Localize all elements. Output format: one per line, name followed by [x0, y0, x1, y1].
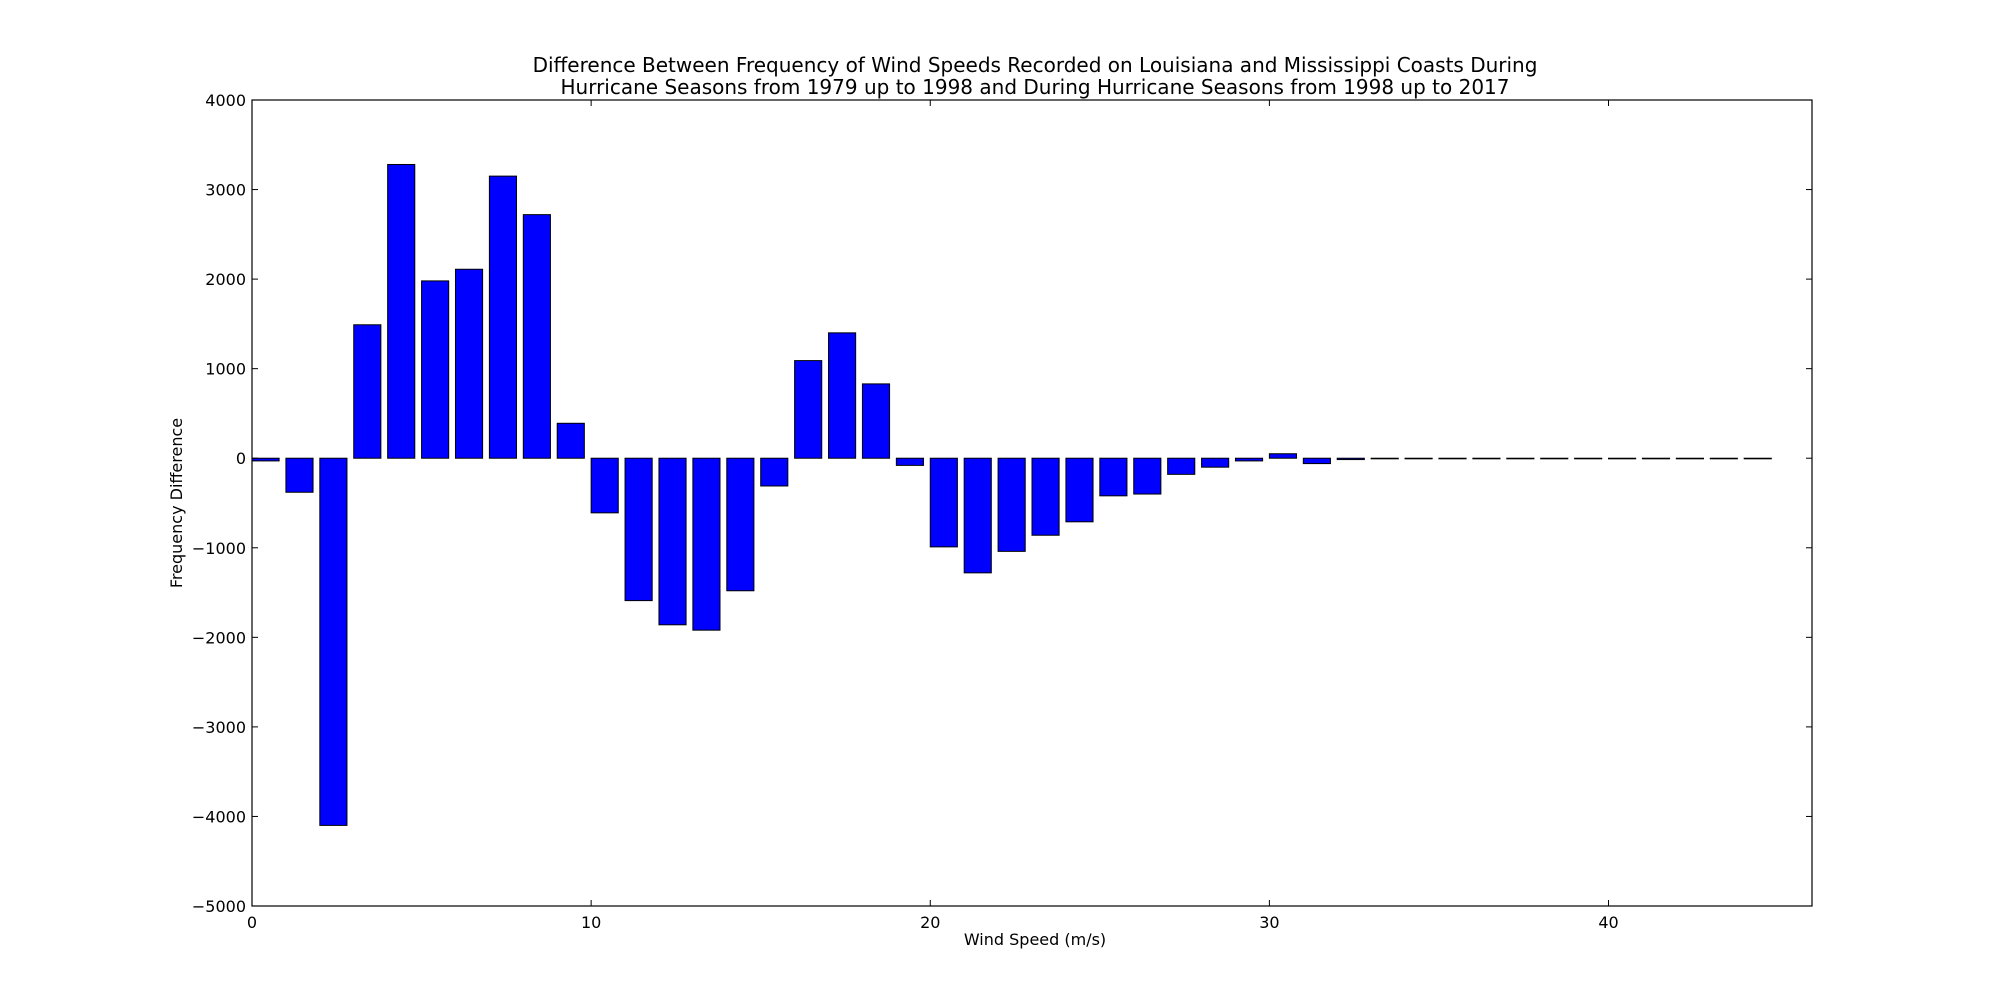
bar-22 [997, 457, 1026, 552]
bar-17 [828, 332, 857, 459]
x-axis-ticks: 0 10 20 30 40 [247, 100, 1619, 932]
bar-42 [1675, 457, 1704, 460]
bar-9 [556, 422, 585, 459]
bar-41 [1641, 457, 1671, 460]
y-tick-label--3000: −3000 [192, 718, 246, 737]
bar-8 [522, 214, 551, 459]
y-tick-label-1000: 1000 [205, 360, 246, 379]
bar-6 [454, 268, 484, 459]
x-tick-label-0: 0 [247, 913, 257, 932]
x-axis-label: Wind Speed (m/s) [964, 930, 1106, 949]
y-tick-label--2000: −2000 [192, 628, 246, 647]
bar-13 [692, 457, 721, 631]
bar-24 [1065, 457, 1094, 523]
bar-1 [285, 457, 314, 493]
y-tick-label-0: 0 [236, 449, 246, 468]
bar-18 [861, 383, 891, 459]
bar-27 [1167, 457, 1196, 475]
bar-26 [1133, 457, 1162, 495]
bar-23 [1031, 457, 1060, 536]
bar-37 [1506, 457, 1535, 460]
y-axis-label: Frequency Difference [167, 418, 186, 588]
bar-2 [319, 457, 348, 826]
bar-33 [1370, 457, 1399, 460]
bar-3 [353, 324, 382, 459]
chart-title-line-1: Difference Between Frequency of Wind Spe… [533, 53, 1538, 77]
bar-20 [929, 457, 958, 548]
y-tick-label--4000: −4000 [192, 807, 246, 826]
bar-32 [1336, 457, 1365, 461]
bar-19 [895, 457, 924, 466]
bar-35 [1438, 457, 1467, 460]
bar-25 [1099, 457, 1128, 497]
bar-5 [421, 280, 450, 459]
bar-30 [1268, 453, 1298, 459]
x-tick-label-30: 30 [1259, 913, 1279, 932]
bar-39 [1574, 457, 1603, 460]
y-tick-label-3000: 3000 [205, 181, 246, 200]
x-tick-label-20: 20 [920, 913, 940, 932]
y-axis-ticks: −5000 −4000 −3000 −2000 −1000 0 1000 2000 3000 40… [192, 91, 1812, 916]
bar-38 [1540, 457, 1569, 460]
bar-36 [1472, 457, 1501, 460]
y-tick-label-2000: 2000 [205, 270, 246, 289]
chart-title: Difference Between Frequency of Wind Spe… [533, 53, 1538, 99]
x-tick-label-40: 40 [1598, 913, 1618, 932]
bar-34 [1404, 457, 1433, 460]
bar-43 [1709, 457, 1738, 460]
bar-29 [1234, 457, 1264, 462]
bar-16 [794, 360, 823, 459]
y-tick-label--5000: −5000 [192, 897, 246, 916]
bar-4 [387, 163, 416, 459]
bar-31 [1302, 457, 1331, 465]
plot-area-frame [251, 99, 1813, 907]
chart-title-line-2: Hurricane Seasons from 1979 up to 1998 a… [560, 75, 1509, 99]
bar-7 [488, 175, 518, 459]
x-tick-label-10: 10 [581, 913, 601, 932]
bar-15 [760, 457, 789, 487]
y-tick-label-4000: 4000 [205, 91, 246, 110]
y-tick-label--1000: −1000 [192, 539, 246, 558]
bar-12 [658, 457, 687, 626]
bar-11 [624, 457, 653, 602]
bar-44 [1743, 457, 1772, 460]
bar-28 [1201, 457, 1230, 468]
bar-40 [1608, 457, 1637, 460]
bars-group [251, 163, 1772, 826]
bar-21 [963, 457, 992, 574]
bar-14 [726, 457, 755, 592]
bar-10 [590, 457, 619, 514]
